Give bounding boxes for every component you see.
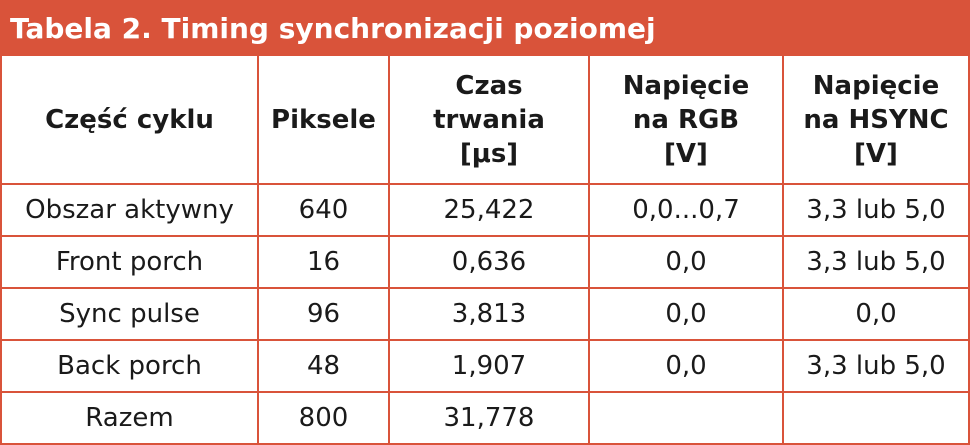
- cell-pixels: 96: [257, 287, 390, 341]
- table-title: Tabela 2. Timing synchronizacji poziomej: [2, 2, 968, 56]
- cell-pixels: 640: [257, 183, 390, 237]
- cell-pixels: 800: [257, 391, 390, 443]
- table-row: Back porch 48 1,907 0,0 3,3 lub 5,0: [2, 339, 968, 393]
- cell-pixels: 48: [257, 339, 390, 393]
- header-line: [V]: [664, 138, 708, 169]
- header-line: Czas: [455, 70, 523, 101]
- header-duration: Czas trwania [μs]: [388, 56, 590, 185]
- cell-cycle-part: Front porch: [2, 235, 259, 289]
- cell-duration: 1,907: [388, 339, 590, 393]
- cell-rgb-voltage: 0,0: [588, 339, 784, 393]
- header-line: na RGB: [632, 104, 740, 135]
- header-line: Napięcie: [812, 70, 940, 101]
- cell-duration: 0,636: [388, 235, 590, 289]
- header-line: Część cyklu: [45, 104, 214, 135]
- cell-duration: 3,813: [388, 287, 590, 341]
- cell-duration: 25,422: [388, 183, 590, 237]
- cell-rgb-voltage: 0,0...0,7: [588, 183, 784, 237]
- cell-hsync-voltage: 3,3 lub 5,0: [782, 339, 968, 393]
- table-row-total: Razem 800 31,778: [2, 391, 968, 443]
- cell-cycle-part: Sync pulse: [2, 287, 259, 341]
- header-cycle-part: Część cyklu: [2, 56, 259, 185]
- header-row: Część cyklu Piksele Czas trwania [μs] Na…: [2, 56, 968, 185]
- table-row: Front porch 16 0,636 0,0 3,3 lub 5,0: [2, 235, 968, 289]
- cell-rgb-voltage: [588, 391, 784, 443]
- cell-cycle-part: Back porch: [2, 339, 259, 393]
- table-row: Sync pulse 96 3,813 0,0 0,0: [2, 287, 968, 341]
- timing-table: Część cyklu Piksele Czas trwania [μs] Na…: [2, 56, 968, 443]
- header-line: [V]: [854, 138, 898, 169]
- header-rgb-voltage: Napięcie na RGB [V]: [588, 56, 784, 185]
- header-line: [μs]: [459, 138, 519, 169]
- cell-cycle-part: Razem: [2, 391, 259, 443]
- cell-hsync-voltage: 0,0: [782, 287, 968, 341]
- cell-hsync-voltage: 3,3 lub 5,0: [782, 183, 968, 237]
- header-line: Napięcie: [622, 70, 750, 101]
- table-row: Obszar aktywny 640 25,422 0,0...0,7 3,3 …: [2, 183, 968, 237]
- header-line: na HSYNC: [803, 104, 949, 135]
- cell-hsync-voltage: [782, 391, 968, 443]
- cell-pixels: 16: [257, 235, 390, 289]
- cell-duration: 31,778: [388, 391, 590, 443]
- cell-rgb-voltage: 0,0: [588, 287, 784, 341]
- header-pixels: Piksele: [257, 56, 390, 185]
- cell-hsync-voltage: 3,3 lub 5,0: [782, 235, 968, 289]
- cell-rgb-voltage: 0,0: [588, 235, 784, 289]
- header-line: trwania: [433, 104, 545, 135]
- cell-cycle-part: Obszar aktywny: [2, 183, 259, 237]
- header-hsync-voltage: Napięcie na HSYNC [V]: [782, 56, 968, 185]
- header-line: Piksele: [271, 104, 376, 135]
